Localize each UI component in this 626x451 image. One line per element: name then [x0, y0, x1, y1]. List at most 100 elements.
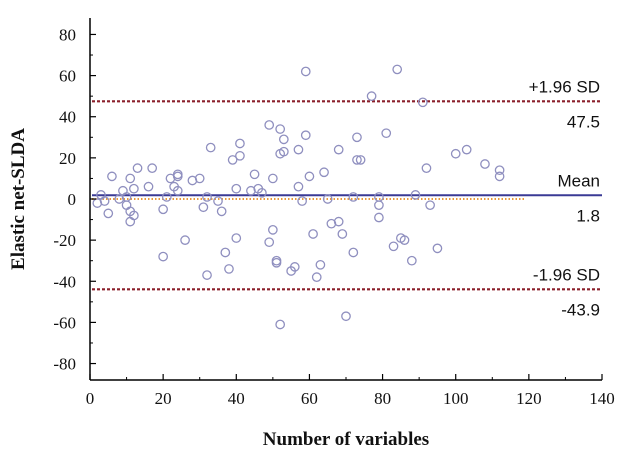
data-point: [147, 163, 158, 173]
data-point: [348, 192, 359, 202]
data-point: [293, 181, 304, 192]
data-point: [249, 169, 260, 180]
x-tick-label: 60: [301, 389, 318, 408]
data-point: [227, 155, 238, 165]
data-point: [143, 181, 154, 192]
data-point: [125, 216, 136, 227]
data-point: [333, 144, 344, 155]
data-point: [293, 144, 304, 155]
x-axis-title: Number of variables: [263, 429, 429, 450]
data-point: [304, 171, 315, 182]
reference-lines: [92, 100, 602, 291]
data-point: [289, 262, 300, 272]
y-tick-label: 40: [59, 108, 76, 127]
data-point: [322, 194, 333, 204]
y-tick-label: -20: [53, 231, 76, 250]
data-point: [275, 124, 286, 134]
data-point: [268, 173, 278, 184]
x-tick-label: 40: [228, 389, 245, 408]
data-point: [311, 272, 322, 283]
data-point: [421, 163, 432, 173]
reference-line-labels: +1.96 SD 47.5 Mean 1.8 -1.96 SD -43.9: [529, 77, 600, 319]
data-point: [392, 64, 403, 75]
x-tick-label: 140: [589, 389, 615, 408]
reference-line-value: 47.5: [567, 112, 600, 131]
data-point: [355, 155, 366, 165]
data-point: [235, 150, 245, 161]
data-point: [180, 235, 190, 245]
data-point: [374, 192, 384, 202]
data-point: [352, 155, 362, 165]
data-point: [202, 192, 212, 202]
reference-line-label: -1.96 SD: [533, 265, 600, 284]
x-tick-label: 120: [516, 389, 542, 408]
x-tick-label: 80: [374, 389, 391, 408]
data-point: [278, 146, 289, 157]
x-tick-label: 0: [86, 389, 95, 408]
data-point: [333, 216, 344, 227]
y-tick-label: -80: [53, 355, 76, 374]
data-point: [275, 319, 286, 330]
data-point: [337, 229, 348, 239]
data-point: [172, 169, 183, 180]
data-point: [268, 225, 278, 235]
data-point: [99, 196, 110, 206]
data-point: [202, 270, 212, 280]
reference-line-label: +1.96 SD: [529, 77, 600, 96]
y-axis-title: Elastic net-SLDA: [8, 128, 29, 270]
data-point: [366, 91, 377, 102]
data-point: [271, 257, 282, 268]
data-point: [161, 192, 172, 202]
data-point: [319, 167, 329, 178]
y-tick-label: 20: [59, 149, 76, 168]
data-point: [158, 251, 168, 262]
x-tick-label: 100: [443, 389, 469, 408]
data-point: [297, 196, 307, 206]
y-tick-label: -40: [53, 272, 76, 291]
data-point: [494, 171, 505, 182]
data-point: [399, 235, 410, 245]
data-point: [406, 255, 417, 266]
data-point: [194, 173, 205, 184]
data-point: [158, 204, 168, 215]
data-points: [92, 64, 505, 330]
data-point: [494, 165, 505, 176]
data-point: [257, 187, 267, 198]
data-point: [118, 185, 128, 196]
y-tick-label: -60: [53, 313, 76, 332]
data-point: [205, 142, 216, 153]
data-point: [300, 66, 311, 77]
data-point: [231, 183, 242, 194]
data-point: [172, 185, 183, 196]
data-point: [121, 192, 132, 202]
data-point: [425, 200, 435, 211]
y-tick-label: 80: [59, 25, 76, 44]
data-point: [235, 138, 245, 149]
data-point: [388, 241, 399, 252]
data-point: [450, 148, 461, 159]
data-point: [103, 208, 114, 219]
y-tick-label: 0: [68, 190, 77, 209]
data-point: [374, 212, 384, 223]
data-point: [410, 190, 421, 200]
data-point: [461, 144, 472, 155]
data-point: [264, 237, 275, 248]
x-tick-label: 20: [155, 389, 172, 408]
y-axis-ticks: -80 -60 -40 -20 0 20 40 60 80: [53, 25, 96, 374]
data-point: [352, 132, 362, 143]
data-point: [264, 120, 275, 130]
data-point: [198, 202, 209, 213]
data-point: [381, 128, 392, 139]
data-point: [480, 159, 490, 169]
data-point: [121, 200, 132, 211]
data-point: [348, 247, 359, 258]
data-point: [374, 200, 384, 211]
data-point: [125, 173, 136, 184]
data-point: [432, 243, 443, 254]
data-point: [231, 233, 242, 243]
data-point: [308, 229, 318, 239]
data-point: [220, 247, 231, 258]
data-point: [341, 311, 351, 322]
data-point: [107, 171, 117, 182]
